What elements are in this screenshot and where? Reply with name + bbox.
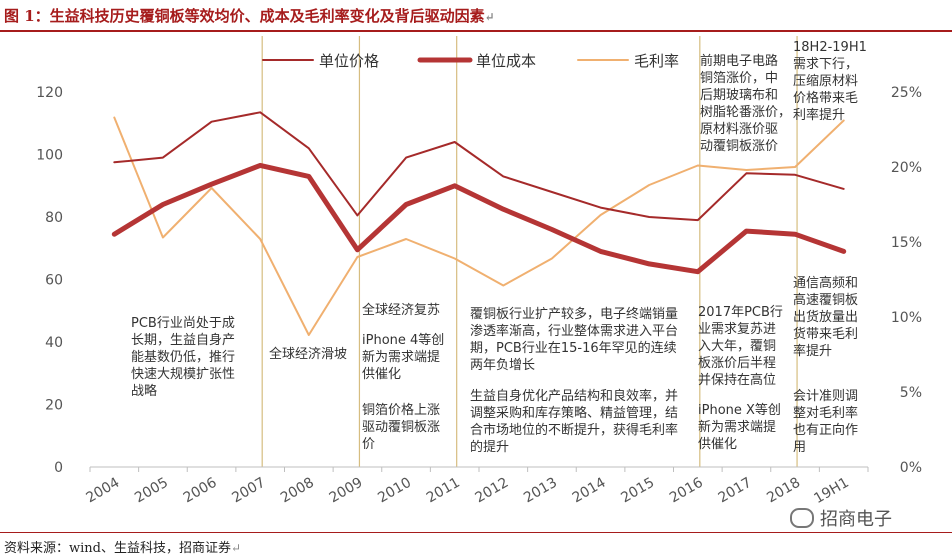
legend-label: 毛利率	[634, 52, 679, 70]
annotation-a19a: 通信高频和	[793, 275, 858, 291]
annotation-a2010b: iPhone 4等创	[362, 332, 444, 348]
annotation-a2017a: 2017年PCB行	[698, 305, 783, 320]
x-tick-label: 2004	[83, 475, 122, 507]
x-tick-label: 19H1	[811, 475, 851, 507]
annotation-a19a: 货带来毛利	[793, 326, 858, 342]
y-right-tick-label: 20%	[891, 160, 922, 176]
y-left-tick-label: 60	[45, 273, 63, 289]
y-right-tick-label: 25%	[891, 85, 922, 101]
annotation-a2017a: 板涨价后半程	[698, 356, 776, 371]
legend-label: 单位成本	[476, 52, 536, 70]
y-right-tick-label: 5%	[900, 385, 922, 401]
annotation-a2013b: 合市场地位的不断提升，获得毛利率	[470, 422, 678, 438]
annotation-a19a: 率提升	[793, 343, 832, 359]
annotation-a2010c: 驱动覆铜板涨	[362, 420, 440, 435]
y-left-tick-label: 20	[45, 398, 63, 414]
x-tick-label: 2009	[327, 475, 366, 507]
annotation-a2004: 能基数仍低，推行	[131, 350, 235, 365]
annotation-a2017a: 入大年，覆铜	[698, 339, 776, 354]
annotation-a2017top: 动覆铜板涨价	[700, 139, 778, 154]
y-left-tick-label: 120	[36, 85, 63, 101]
x-tick-label: 2010	[375, 475, 414, 507]
annotation-a2004: PCB行业尚处于成	[131, 316, 235, 331]
annotation-a2017a: 并保持在高位	[698, 372, 776, 388]
annotation-a2004: 战略	[131, 383, 157, 399]
annotation-a2013a: 渗透率渐高，行业整体需求进入平台	[470, 323, 678, 339]
x-tick-label: 2018	[764, 475, 803, 507]
x-tick-label: 2015	[618, 475, 657, 507]
annotation-a19top: 价格带来毛	[793, 90, 858, 106]
annotation-a2017b: iPhone X等创	[698, 402, 781, 418]
chart: 2004 2005 2006 2007 2008 2009 2010 2011 2012 2013…	[36, 36, 922, 507]
annotation-a19b: 会计准则调	[793, 389, 858, 404]
annotation-a2013b: 生益自身优化产品结构和良效率，并	[470, 388, 678, 404]
annotation-a2017b: 新为需求端提	[698, 419, 776, 435]
watermark: 招商电子	[790, 505, 892, 531]
annotation-a2008: 全球经济滑坡	[269, 346, 347, 362]
x-tick-label: 2006	[181, 475, 220, 507]
annotation-a2017top: 前期电子电路	[700, 53, 778, 69]
annotation-a19a: 高速覆铜板	[793, 292, 858, 308]
x-tick-label: 2013	[521, 475, 560, 507]
annotation-a19a: 出货放量出	[793, 309, 858, 325]
annotation-a2013b: 调整采购和库存策略、精益管理，结	[470, 405, 678, 421]
annotation-a2004: 快速大规模扩张性	[131, 367, 235, 382]
x-tick-label: 2007	[229, 475, 268, 507]
annotation-a19b: 也有正向作	[793, 422, 858, 438]
annotation-a2017top: 原材料涨价驱	[700, 122, 778, 137]
annotation-a2013a: 覆铜板行业扩产较多，电子终端销量	[470, 306, 678, 322]
annotation-a2017a: 业需求复苏进	[698, 321, 776, 337]
annotation-a2013a: 期，PCB行业在15-16年罕见的连续	[470, 340, 677, 356]
annotation-a2004: 长期，生益自身产	[131, 332, 235, 348]
annotation-a2010b: 供催化	[362, 367, 401, 382]
x-tick-label: 2011	[424, 475, 463, 507]
annotation-a2010a: 全球经济复苏	[362, 302, 440, 318]
y-left-tick-label: 40	[45, 335, 63, 351]
x-tick-label: 2005	[132, 475, 171, 507]
wechat-icon	[790, 508, 814, 528]
annotation-a2010b: 新为需求端提	[362, 349, 440, 365]
x-tick-label: 2008	[278, 475, 317, 507]
y-right-tick-label: 15%	[891, 235, 922, 251]
annotation-a19b: 整对毛利率	[793, 405, 858, 421]
x-tick-label: 2016	[667, 475, 706, 507]
annotation-a19top: 利率提升	[793, 107, 845, 123]
title-rule	[0, 30, 952, 32]
x-tick-label: 2014	[570, 475, 609, 507]
annotation-a2017b: 供催化	[698, 437, 737, 452]
y-right-tick-label: 0%	[900, 460, 922, 476]
annotation-a19b: 用	[793, 440, 806, 455]
annotation-a2013b: 的提升	[470, 439, 509, 455]
annotation-a2017top: 后期玻璃布和	[700, 88, 778, 103]
annotation-a19top: 18H2-19H1	[793, 40, 867, 55]
series-line-3	[113, 116, 845, 336]
y-left-tick-label: 80	[45, 210, 63, 226]
series-line-1	[113, 111, 845, 222]
page-title: 图 1：生益科技历史覆铜板等效均价、成本及毛利率变化及背后驱动因素↵	[4, 7, 495, 25]
source-note: 资料来源：wind、生益科技，招商证券↵	[4, 541, 242, 556]
annotation-a2010c: 铜箔价格上涨	[362, 402, 440, 418]
y-left-tick-label: 0	[54, 460, 63, 476]
annotation-a2017top: 铜箔涨价，中	[700, 70, 778, 86]
y-left-tick-label: 100	[36, 148, 63, 164]
y-right-tick-label: 10%	[891, 310, 922, 326]
series-line-2	[111, 162, 847, 275]
annotation-a2010c: 价	[362, 437, 375, 452]
bottom-rule	[0, 532, 952, 533]
annotation-a2013a: 两年负增长	[470, 358, 535, 373]
annotation-a2017top: 树脂轮番涨价，	[700, 105, 791, 120]
legend-label: 单位价格	[319, 52, 379, 70]
annotation-a19top: 需求下行，	[793, 57, 858, 72]
x-tick-label: 2012	[472, 475, 511, 507]
x-tick-label: 2017	[716, 475, 755, 507]
annotation-a19top: 压缩原材料	[793, 73, 858, 89]
